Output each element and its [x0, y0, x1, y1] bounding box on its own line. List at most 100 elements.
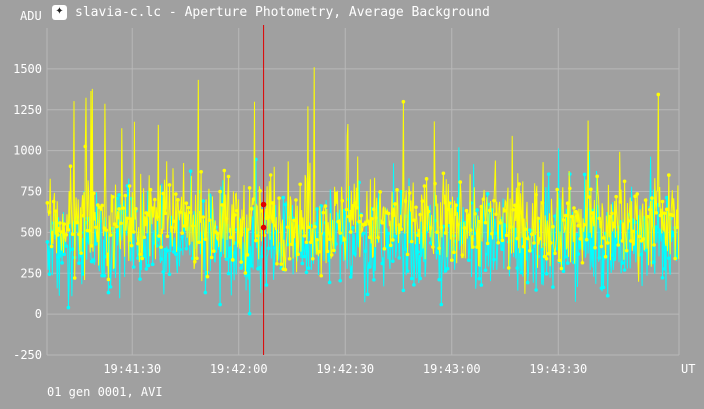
- data-point: [456, 222, 460, 227]
- data-point: [369, 216, 374, 221]
- data-point: [224, 216, 229, 221]
- data-point: [608, 214, 612, 219]
- data-point: [249, 263, 254, 268]
- data-point: [479, 283, 484, 287]
- footer-date-format: 01 gen 0001, AVI: [47, 385, 163, 399]
- data-point: [591, 211, 595, 215]
- data-point: [641, 237, 646, 241]
- data-point: [601, 285, 606, 290]
- data-point: [549, 241, 553, 245]
- data-point: [572, 260, 576, 265]
- data-point: [226, 174, 231, 179]
- data-point: [416, 250, 420, 254]
- data-point: [643, 198, 648, 202]
- data-point: [391, 259, 395, 263]
- data-point: [675, 225, 680, 230]
- data-point: [167, 183, 172, 187]
- data-point: [142, 235, 147, 240]
- data-point: [131, 265, 136, 269]
- data-point: [576, 223, 581, 228]
- data-point: [220, 203, 225, 207]
- data-point: [433, 181, 437, 186]
- data-point: [367, 235, 372, 239]
- data-point: [521, 244, 526, 249]
- data-point: [353, 201, 357, 205]
- data-point: [502, 209, 507, 213]
- data-point: [437, 277, 441, 282]
- data-point: [359, 213, 364, 218]
- data-point: [228, 246, 233, 250]
- data-point: [464, 208, 469, 213]
- data-point: [180, 235, 184, 239]
- data-point: [565, 201, 570, 206]
- data-point: [405, 252, 410, 257]
- data-point: [241, 257, 246, 261]
- data-point: [186, 205, 191, 210]
- data-point: [412, 218, 416, 222]
- data-point: [361, 231, 366, 236]
- data-point: [654, 211, 658, 215]
- data-point: [407, 191, 412, 195]
- data-point: [180, 231, 184, 235]
- data-point: [348, 275, 353, 279]
- data-point: [605, 241, 610, 245]
- data-point: [572, 206, 576, 210]
- y-tick-label: 250: [20, 266, 42, 280]
- data-point: [216, 231, 220, 236]
- data-point: [563, 213, 568, 218]
- data-point: [595, 174, 599, 179]
- data-point: [614, 194, 618, 199]
- data-point: [129, 243, 134, 248]
- data-point: [266, 246, 271, 251]
- data-point: [150, 262, 155, 267]
- data-point: [386, 211, 391, 216]
- data-point: [485, 192, 490, 196]
- data-point: [416, 233, 420, 238]
- data-point: [289, 242, 294, 247]
- data-point: [410, 239, 414, 244]
- data-point: [570, 214, 574, 219]
- data-point: [340, 198, 345, 203]
- data-point: [386, 231, 391, 236]
- data-point: [671, 233, 675, 238]
- data-point: [239, 260, 243, 264]
- data-point: [391, 238, 395, 242]
- data-point: [150, 206, 155, 210]
- data-point: [72, 276, 77, 280]
- data-point: [414, 205, 418, 210]
- photometry-app-icon[interactable]: ✦: [52, 4, 67, 20]
- data-point: [515, 236, 519, 241]
- data-point: [542, 254, 547, 259]
- data-point: [450, 258, 454, 262]
- data-point: [218, 302, 222, 307]
- data-point: [540, 247, 545, 251]
- data-point: [353, 252, 357, 256]
- data-point: [317, 249, 321, 254]
- data-point: [252, 197, 256, 201]
- data-point: [239, 266, 243, 270]
- data-point: [174, 192, 178, 196]
- data-point: [47, 210, 52, 214]
- data-point: [654, 225, 658, 229]
- data-point: [264, 283, 269, 287]
- data-point: [618, 200, 623, 204]
- data-point: [89, 244, 94, 248]
- data-point: [452, 250, 456, 255]
- data-point: [106, 290, 111, 295]
- data-point: [182, 224, 187, 228]
- window-title: slavia-c.lc - Aperture Photometry, Avera…: [75, 4, 490, 20]
- data-point: [161, 270, 166, 274]
- data-point: [319, 273, 324, 278]
- data-point: [399, 227, 404, 232]
- data-point: [321, 210, 326, 215]
- data-point: [525, 236, 530, 241]
- data-point: [51, 199, 56, 204]
- data-point: [597, 255, 602, 260]
- data-point: [134, 206, 138, 211]
- data-point: [401, 288, 406, 293]
- data-point: [626, 219, 631, 223]
- data-point: [79, 251, 83, 255]
- data-point: [334, 191, 338, 196]
- data-point: [279, 262, 283, 266]
